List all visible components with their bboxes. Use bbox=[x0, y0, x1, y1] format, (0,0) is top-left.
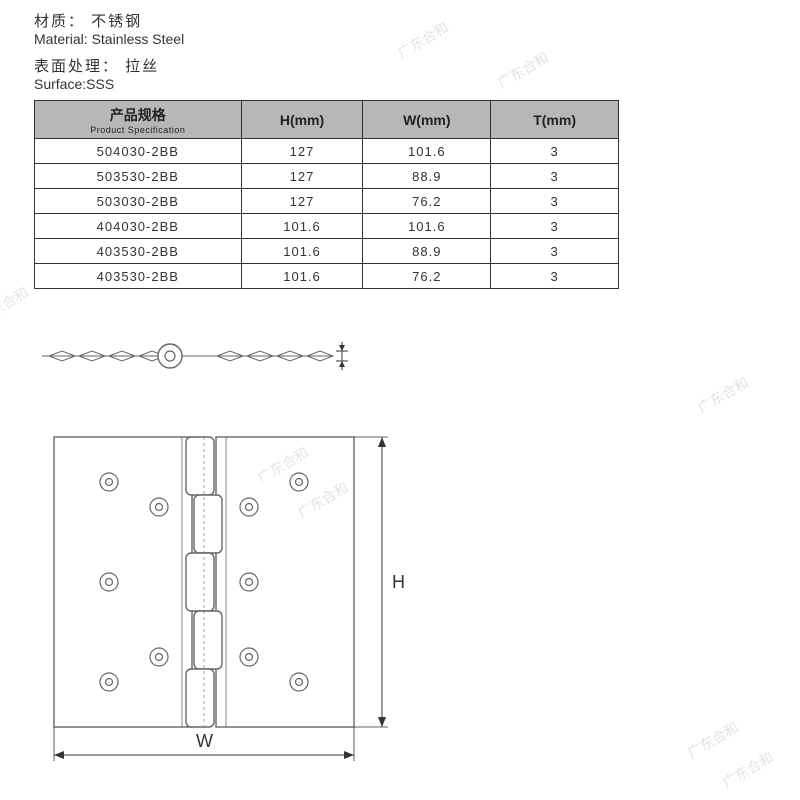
table-row: 404030-2BB101.6101.63 bbox=[35, 214, 619, 239]
cell-spec: 403530-2BB bbox=[35, 264, 242, 289]
cell-t: 3 bbox=[491, 164, 619, 189]
cell-spec: 404030-2BB bbox=[35, 214, 242, 239]
cell-spec: 503030-2BB bbox=[35, 189, 242, 214]
cell-spec: 504030-2BB bbox=[35, 139, 242, 164]
cell-w: 88.9 bbox=[363, 164, 491, 189]
cell-h: 101.6 bbox=[241, 264, 363, 289]
cell-h: 127 bbox=[241, 189, 363, 214]
material-en: Material: Stainless Steel bbox=[34, 31, 766, 47]
cell-spec: 403530-2BB bbox=[35, 239, 242, 264]
cell-w: 101.6 bbox=[363, 214, 491, 239]
spec-table: 产品规格 Product Specification H(mm) W(mm) T… bbox=[34, 100, 619, 289]
col-w: W(mm) bbox=[363, 101, 491, 139]
surface-cn: 表面处理： 拉丝 bbox=[34, 55, 766, 76]
col-spec-en: Product Specification bbox=[36, 125, 240, 135]
cell-t: 3 bbox=[491, 214, 619, 239]
col-t: T(mm) bbox=[491, 101, 619, 139]
col-spec: 产品规格 Product Specification bbox=[35, 101, 242, 139]
surface-en: Surface:SSS bbox=[34, 76, 766, 92]
hinge-drawing-svg: T H W bbox=[34, 342, 414, 782]
table-row: 403530-2BB101.688.93 bbox=[35, 239, 619, 264]
material-cn: 材质： 不锈钢 bbox=[34, 10, 766, 31]
cell-h: 101.6 bbox=[241, 239, 363, 264]
svg-text:W: W bbox=[196, 731, 213, 751]
surface-block: 表面处理： 拉丝 Surface:SSS bbox=[34, 55, 766, 92]
watermark: 广东合和 bbox=[684, 717, 742, 762]
col-spec-cn: 产品规格 bbox=[110, 107, 166, 123]
svg-text:H: H bbox=[392, 572, 405, 592]
table-row: 503030-2BB12776.23 bbox=[35, 189, 619, 214]
col-h: H(mm) bbox=[241, 101, 363, 139]
table-header-row: 产品规格 Product Specification H(mm) W(mm) T… bbox=[35, 101, 619, 139]
cell-w: 76.2 bbox=[363, 189, 491, 214]
table-row: 504030-2BB127101.63 bbox=[35, 139, 619, 164]
material-block: 材质： 不锈钢 Material: Stainless Steel bbox=[34, 10, 766, 47]
technical-drawing: T H W bbox=[34, 342, 414, 787]
cell-w: 101.6 bbox=[363, 139, 491, 164]
cell-t: 3 bbox=[491, 239, 619, 264]
cell-t: 3 bbox=[491, 264, 619, 289]
watermark: 广东合和 bbox=[0, 282, 32, 327]
cell-t: 3 bbox=[491, 189, 619, 214]
cell-w: 76.2 bbox=[363, 264, 491, 289]
cell-t: 3 bbox=[491, 139, 619, 164]
cell-h: 101.6 bbox=[241, 214, 363, 239]
table-row: 503530-2BB12788.93 bbox=[35, 164, 619, 189]
table-row: 403530-2BB101.676.23 bbox=[35, 264, 619, 289]
svg-text:T: T bbox=[348, 342, 359, 344]
watermark: 广东合和 bbox=[694, 372, 752, 417]
cell-h: 127 bbox=[241, 164, 363, 189]
cell-h: 127 bbox=[241, 139, 363, 164]
watermark: 广东合和 bbox=[719, 747, 777, 792]
cell-w: 88.9 bbox=[363, 239, 491, 264]
cell-spec: 503530-2BB bbox=[35, 164, 242, 189]
